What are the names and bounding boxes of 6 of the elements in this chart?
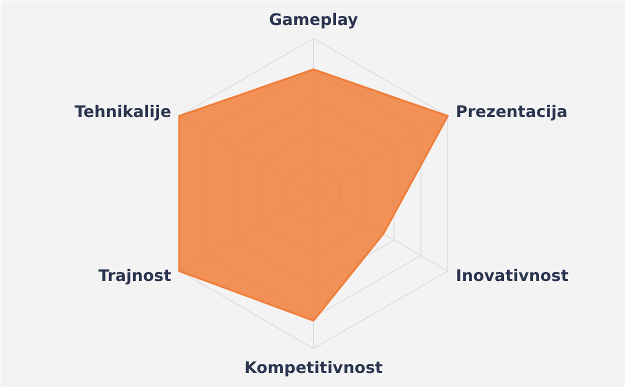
spoke-label: Kompetitivnost xyxy=(244,358,384,377)
spoke-label: Prezentacija xyxy=(456,102,568,121)
spoke-label: Inovativnost xyxy=(456,266,569,286)
spoke-label: Trajnost xyxy=(98,266,172,286)
spoke-label: Gameplay xyxy=(268,10,359,30)
spoke-label: Tehnikalije xyxy=(74,102,172,121)
